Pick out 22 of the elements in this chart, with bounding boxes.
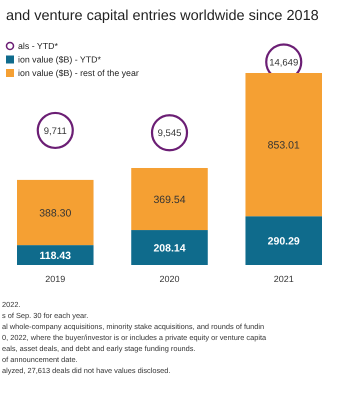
- bar: [17, 245, 94, 265]
- data-label: 14,649: [269, 58, 298, 68]
- x-tick-label: 2019: [45, 274, 66, 284]
- data-label: 388.30: [39, 208, 72, 220]
- data-label: 208.14: [153, 242, 186, 255]
- legend-label: als - YTD*: [18, 41, 58, 51]
- data-label: 369.54: [153, 194, 186, 206]
- legend-label: ion value ($B) - YTD*: [18, 54, 102, 64]
- data-label: 9,545: [158, 128, 182, 140]
- data-label: 9,711: [44, 126, 67, 137]
- data-label: 290.29: [268, 236, 300, 248]
- bar: [245, 216, 322, 265]
- bar: [131, 230, 208, 265]
- x-tick-label: 2020: [159, 274, 180, 284]
- data-label: 118.43: [39, 250, 72, 262]
- legend-label: ion value ($B) - rest of the year: [18, 68, 139, 78]
- x-tick-label: 2021: [274, 274, 294, 284]
- data-label: 853.01: [268, 140, 300, 152]
- chart-title: and venture capital entries worldwide since 2018: [6, 8, 319, 24]
- bar: [245, 73, 322, 216]
- bar: [131, 168, 208, 230]
- bar: [17, 180, 94, 246]
